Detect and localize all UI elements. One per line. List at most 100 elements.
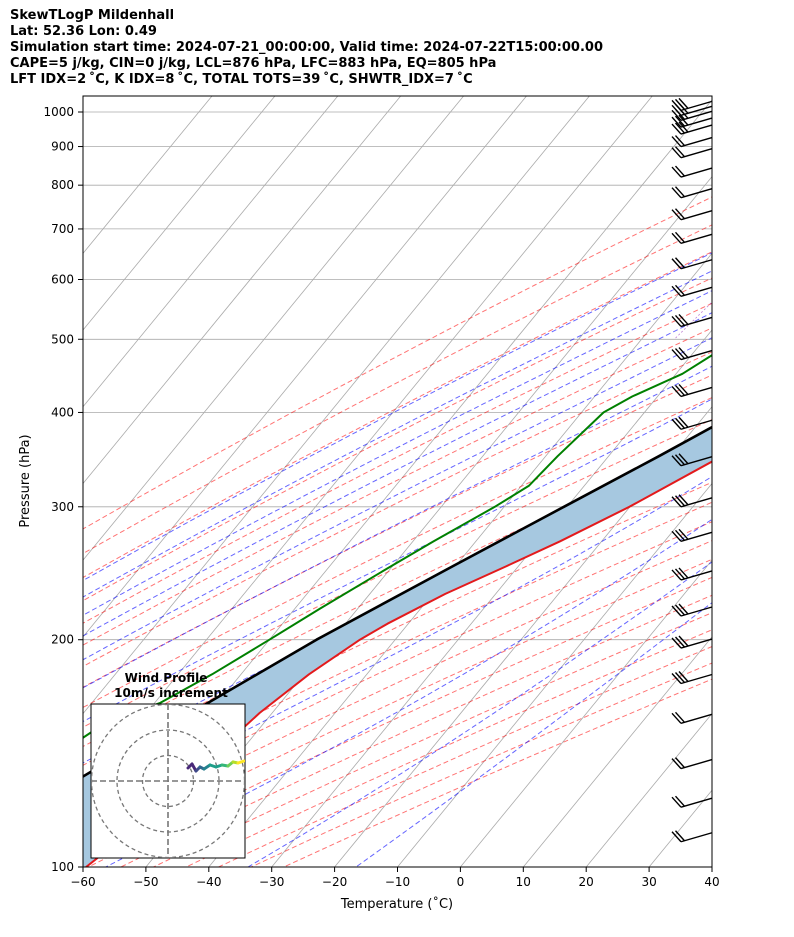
- y-tick-label: 900: [51, 140, 74, 154]
- wind-barb: [671, 671, 713, 685]
- wind-barb: [671, 795, 713, 808]
- isotherm-line: [83, 96, 402, 485]
- indices-line-2: LFT IDX=2 ˚C, K IDX=8 ˚C, TOTAL TOTS=39 …: [10, 72, 473, 87]
- parcel-profile: [83, 425, 712, 779]
- isotherm-line: [397, 482, 712, 867]
- mixing-ratio-line: [785, 96, 794, 339]
- dry-adiabat: [83, 196, 712, 530]
- isotherm-line: [271, 329, 712, 867]
- cape-shading: [83, 427, 712, 867]
- chart-title: SkewTLogP Mildenhall: [10, 8, 175, 23]
- x-tick-label: 0: [457, 875, 465, 889]
- y-axis-label: Pressure (hPa): [18, 434, 33, 527]
- moist-adiabat: [355, 602, 712, 867]
- x-tick-label: −20: [322, 875, 347, 889]
- wind-barb: [671, 528, 713, 542]
- y-tick-label: 300: [51, 500, 74, 514]
- y-tick-label: 200: [51, 633, 74, 647]
- isotherm-line: [83, 96, 464, 561]
- dry-adiabat: [83, 397, 712, 709]
- dry-adiabat: [83, 440, 712, 748]
- dry-adiabat: [83, 501, 712, 803]
- dewpoint-profile: [83, 353, 712, 739]
- moist-adiabat: [83, 312, 712, 637]
- wind-barb: [671, 603, 713, 617]
- isotherm-line: [585, 712, 712, 867]
- y-tick-label: 700: [51, 222, 74, 236]
- x-tick-label: 20: [579, 875, 594, 889]
- cape-area: [83, 427, 712, 867]
- moist-adiabat: [83, 365, 712, 689]
- dry-adiabat: [185, 629, 712, 867]
- dry-adiabat: [283, 678, 712, 867]
- wind-barb: [671, 107, 713, 121]
- dry-adiabat: [83, 302, 712, 624]
- isotherm-line: [83, 96, 339, 408]
- isotherm-line: [83, 96, 276, 331]
- isotherm-line: [460, 559, 712, 867]
- chart-header: SkewTLogP Mildenhall Lat: 52.36 Lon: 0.4…: [10, 8, 603, 88]
- y-tick-label: 1000: [43, 105, 74, 119]
- isotherm-line: [83, 96, 527, 638]
- y-axis: 1000 900 800 700 600 500 400 300 200 100: [43, 105, 83, 874]
- wind-barb: [671, 347, 713, 361]
- x-tick-label: −30: [259, 875, 284, 889]
- dry-adiabat: [83, 540, 712, 837]
- wind-barb: [671, 186, 713, 199]
- wind-barb: [671, 635, 713, 649]
- wind-barb: [671, 494, 713, 508]
- x-tick-label: −50: [133, 875, 158, 889]
- dry-adiabat: [153, 612, 712, 867]
- isotherm-line: [83, 96, 590, 715]
- inset-subtitle: 10m/s increment: [114, 686, 228, 700]
- moist-adiabat: [83, 476, 712, 815]
- inset-title: Wind Profile: [125, 671, 208, 685]
- isotherm-line: [711, 866, 712, 867]
- x-tick-label: 30: [641, 875, 656, 889]
- y-tick-label: 100: [51, 860, 74, 874]
- moist-adiabat: [105, 518, 712, 867]
- mixing-ratio-line: [674, 301, 712, 340]
- x-tick-label: 10: [516, 875, 531, 889]
- x-tick-label: −10: [385, 875, 410, 889]
- isotherm-line: [208, 252, 712, 867]
- wind-barb: [671, 121, 713, 135]
- dry-adiabat: [83, 351, 712, 668]
- x-tick-label: 40: [704, 875, 719, 889]
- y-tick-label: 600: [51, 272, 74, 286]
- wind-barb: [671, 313, 713, 328]
- y-tick-label: 500: [51, 332, 74, 346]
- wind-barb: [671, 257, 713, 270]
- moist-adiabat: [83, 290, 712, 616]
- time-line: Simulation start time: 2024-07-21_00:00:…: [10, 40, 603, 55]
- x-axis: −60 −50 −40 −30 −20 −10 0 10 20 30 40: [70, 867, 720, 889]
- wind-barbs: [671, 97, 713, 843]
- y-tick-label: 800: [51, 178, 74, 192]
- mixing-ratio-line: [735, 96, 794, 339]
- wind-barb: [671, 114, 713, 128]
- wind-barb: [671, 146, 713, 159]
- wind-barb: [671, 208, 713, 221]
- hodograph-inset: Wind Profile 10m/s increment: [90, 671, 246, 859]
- wind-barb: [671, 711, 713, 724]
- wind-barb: [671, 383, 713, 398]
- wind-barb: [671, 757, 713, 770]
- wind-barb: [671, 567, 713, 581]
- isotherm-line: [145, 175, 712, 867]
- wind-barb: [671, 284, 713, 297]
- isotherm-line: [775, 96, 794, 867]
- dry-adiabat: [83, 419, 712, 728]
- isotherm-line: [334, 406, 712, 867]
- isotherm-line: [83, 96, 213, 254]
- location-line: Lat: 52.36 Lon: 0.49: [10, 24, 157, 39]
- x-axis-label: Temperature (˚C): [340, 896, 453, 912]
- x-tick-label: −40: [196, 875, 221, 889]
- hodograph-trace: [236, 759, 245, 765]
- x-tick-label: −60: [70, 875, 95, 889]
- moist-adiabat: [83, 270, 712, 598]
- wind-barb: [671, 135, 713, 148]
- dry-adiabat: [83, 277, 712, 602]
- wind-barb: [671, 231, 713, 244]
- wind-barb: [671, 453, 713, 467]
